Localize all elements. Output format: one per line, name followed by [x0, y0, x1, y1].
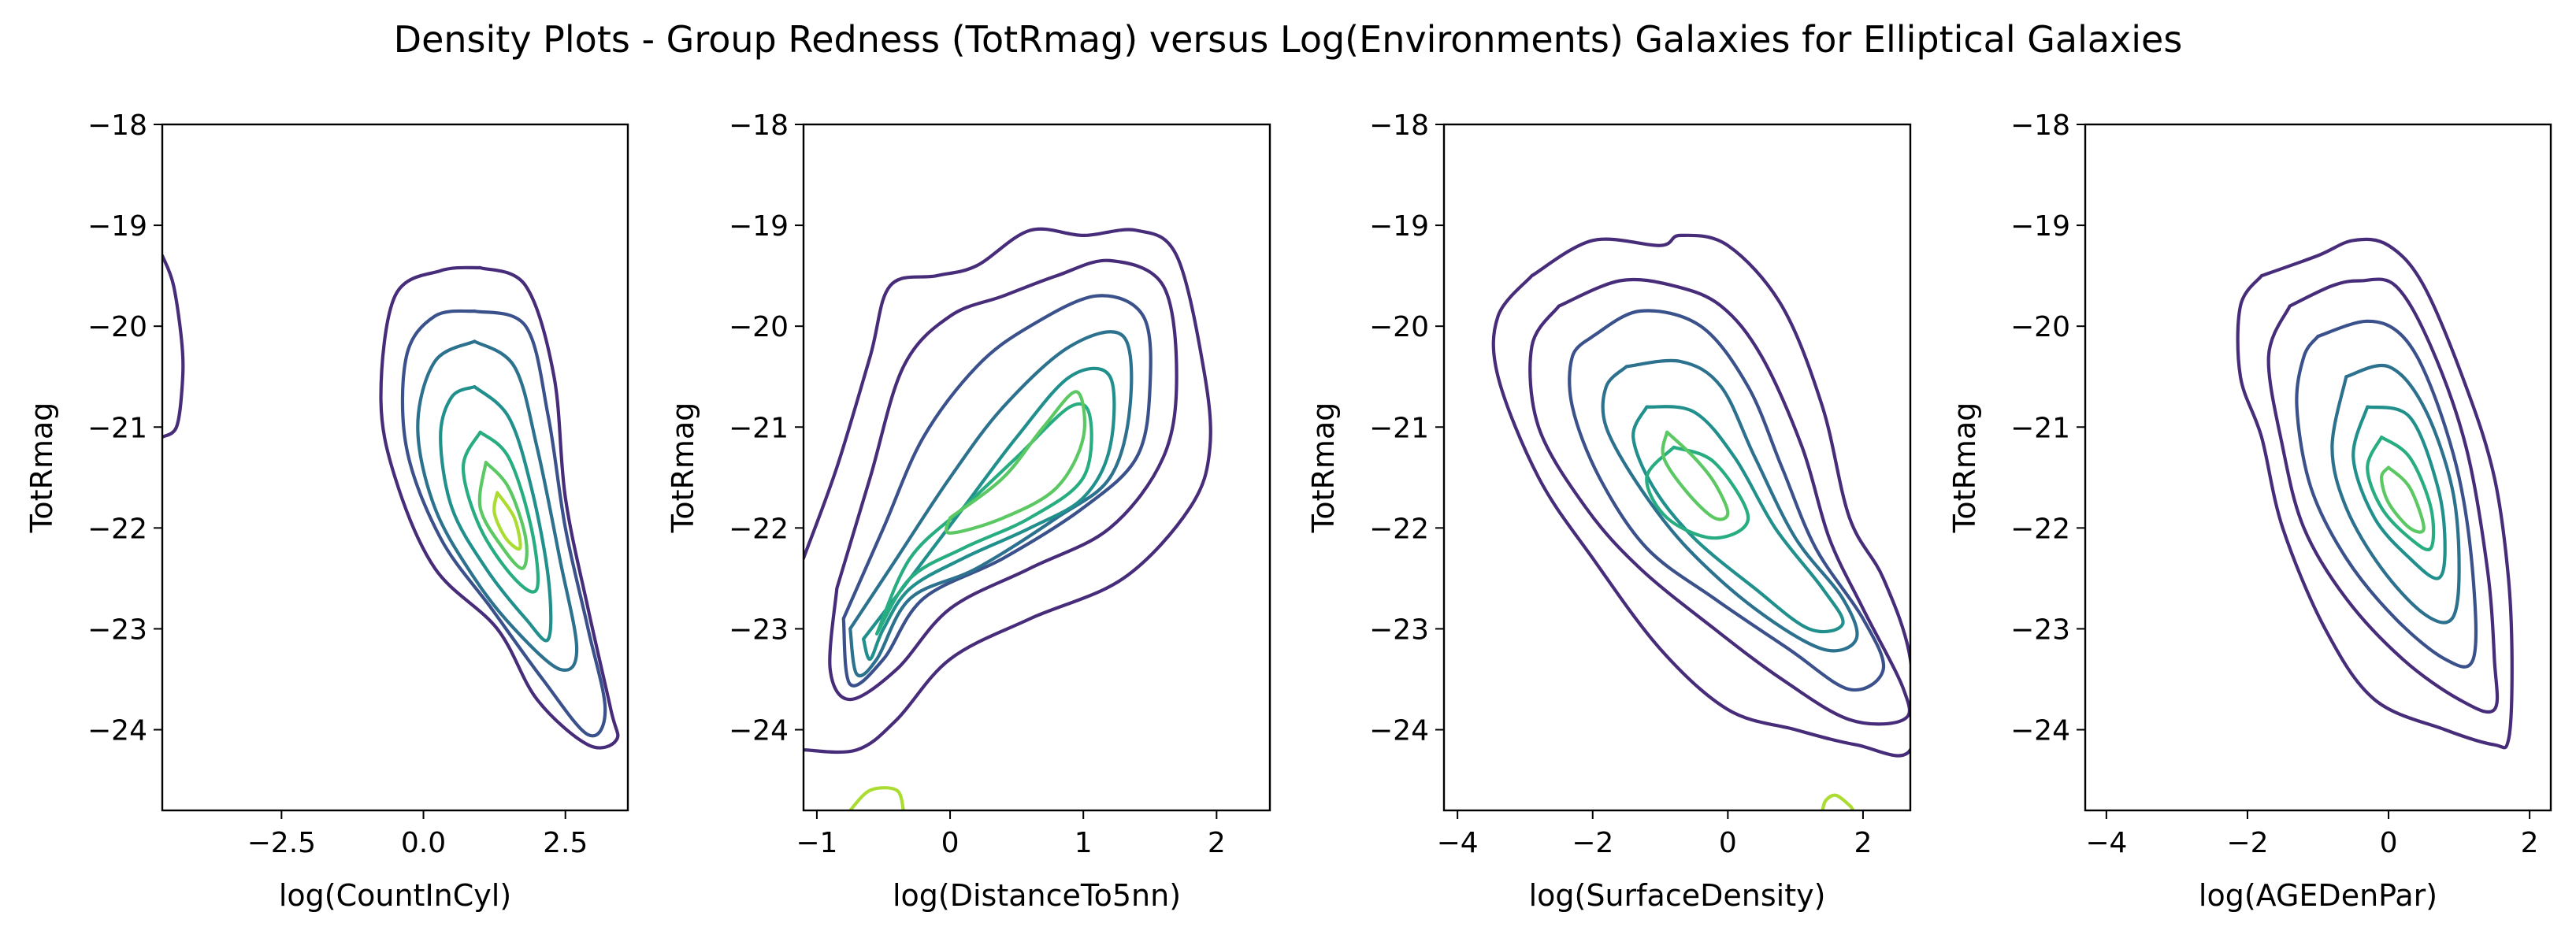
x-tick-label: −2: [1572, 827, 1613, 859]
contour-line: [828, 258, 1179, 702]
y-tick-label: −20: [2010, 311, 2070, 343]
y-tick-label: −23: [729, 614, 789, 646]
contour-line: [848, 330, 1134, 678]
contour-line: [1661, 430, 1730, 521]
y-tick-label: −21: [2010, 412, 2070, 444]
axes-frame: [161, 123, 629, 812]
y-axis-label: TotRmag: [1306, 402, 1341, 534]
contour-line: [848, 786, 905, 810]
contour-line: [2295, 319, 2478, 669]
contour-line: [400, 309, 607, 738]
x-tick-label: 0.0: [401, 827, 446, 859]
contour-line: [874, 402, 1093, 636]
y-tick-label: −20: [87, 311, 147, 343]
contour-line: [492, 491, 522, 551]
x-tick-label: 0: [1719, 827, 1737, 859]
contour-line: [477, 461, 529, 570]
contour-line: [1568, 309, 1886, 692]
x-tick-label: −2.5: [247, 827, 316, 859]
contour-line: [379, 265, 620, 750]
y-tick-label: −22: [729, 513, 789, 545]
x-tick-label: −4: [2085, 827, 2127, 859]
x-tick-label: 0: [941, 827, 960, 859]
contour-line: [162, 254, 185, 439]
y-tick-label: −19: [87, 210, 147, 243]
y-tick-label: −18: [729, 109, 789, 142]
y-tick-label: −24: [729, 715, 789, 747]
contour-line: [1645, 445, 1750, 540]
x-tick-label: 2: [2521, 827, 2539, 859]
y-axis-label: TotRmag: [666, 402, 700, 534]
contour-line: [804, 227, 1212, 754]
y-tick-label: −22: [1369, 513, 1429, 545]
y-tick-label: −24: [1369, 715, 1429, 747]
x-tick-label: −4: [1437, 827, 1479, 859]
contour-line: [461, 430, 540, 594]
y-tick-label: −20: [1369, 311, 1429, 343]
x-tick-label: 0: [2380, 827, 2398, 859]
y-tick-label: −21: [729, 412, 789, 444]
contour-line: [945, 390, 1086, 535]
y-tick-label: −21: [87, 412, 147, 444]
x-tick-label: −1: [796, 827, 837, 859]
panel-1: −2.5 0.0 2.5 −18 −19 −20 −21 −22 −23 −24 log(Count…: [24, 109, 629, 913]
y-tick-label: −21: [1369, 412, 1429, 444]
y-tick-label: −23: [1369, 614, 1429, 646]
contour-line: [416, 339, 579, 672]
axes-frame: [2084, 123, 2552, 812]
axes-frame: [1442, 123, 1912, 812]
x-tick-label: −2: [2226, 827, 2268, 859]
contour-line: [841, 294, 1153, 688]
axes-frame: [802, 123, 1271, 812]
y-axis-label: TotRmag: [24, 402, 59, 534]
contour-line: [1528, 277, 1910, 726]
contour-line: [2266, 277, 2500, 714]
contour-line: [1631, 405, 1845, 634]
y-tick-label: −18: [2010, 109, 2070, 142]
x-axis-label: log(AGEDenPar): [2199, 878, 2437, 913]
panel-4: −4 −2 0 2−18−19−20−21−22−23−24log(AGEDenPar…: [1947, 109, 2552, 913]
contour-group: [1491, 233, 1910, 810]
y-tick-label: −18: [1369, 109, 1429, 142]
panel-2: −1 0 1 2 −18 −19 −20 −21 −22 −23 −24 log(DistanceTo…: [666, 109, 1271, 913]
contour-line: [2236, 237, 2514, 750]
y-tick-label: −18: [87, 109, 147, 142]
y-tick-label: −24: [2010, 715, 2070, 747]
contour-line: [2366, 436, 2436, 551]
y-tick-label: −24: [87, 715, 147, 747]
contour-line: [1491, 233, 1910, 758]
x-tick-label: 1: [1075, 827, 1093, 859]
y-tick-label: −23: [87, 614, 147, 646]
figure-title: Density Plots - Group Redness (TotRmag) …: [394, 18, 2183, 61]
x-axis-label: log(CountInCyl): [279, 878, 511, 913]
contour-group: [804, 227, 1212, 810]
contour-line: [2330, 363, 2461, 625]
contour-group: [162, 254, 620, 750]
y-tick-label: −22: [2010, 513, 2070, 545]
x-tick-label: 2: [1208, 827, 1226, 859]
x-tick-label: 2: [1854, 827, 1872, 859]
x-tick-label: 2.5: [543, 827, 588, 859]
contour-line: [2380, 465, 2426, 534]
y-tick-label: −19: [729, 210, 789, 243]
x-axis-label: log(DistanceTo5nn): [893, 878, 1181, 913]
y-tick-label: −19: [1369, 210, 1429, 243]
x-axis-label: log(SurfaceDensity): [1529, 878, 1826, 913]
contour-group: [2236, 237, 2514, 750]
y-tick-label: −20: [729, 311, 789, 343]
contour-line: [2351, 405, 2447, 580]
contour-line: [1601, 358, 1859, 653]
y-axis-label: TotRmag: [1947, 402, 1982, 534]
panel-3: −4 −2 0 2−18−19−20−21−22−23−24log(SurfaceDe…: [1306, 109, 1912, 913]
y-tick-label: −19: [2010, 210, 2070, 243]
y-tick-label: −22: [87, 513, 147, 545]
contour-line: [439, 384, 553, 643]
y-tick-label: −23: [2010, 614, 2070, 646]
contour-line: [1821, 793, 1855, 810]
